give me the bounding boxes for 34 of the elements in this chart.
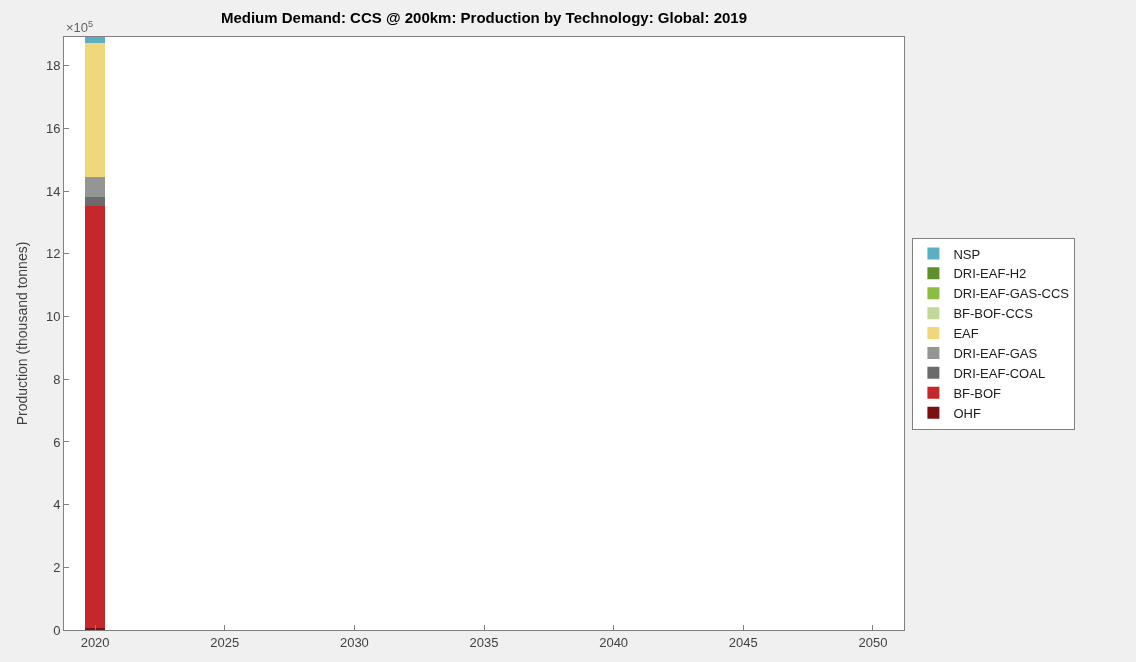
- y-tick-label: 8: [53, 371, 61, 387]
- bar: [84, 176, 106, 197]
- y-tick-label: 4: [53, 497, 61, 513]
- bar: [84, 37, 106, 43]
- x-tick-label: 2040: [599, 634, 629, 650]
- legend-label: OHF: [953, 405, 981, 421]
- y-tick-label: 10: [45, 309, 61, 325]
- y-tick-label: 18: [45, 58, 61, 74]
- bar: [84, 196, 106, 206]
- legend-label: BF-BOF: [953, 385, 1002, 401]
- chart-title: Medium Demand: CCS @ 200km: Production by Technology: Global: 2019: [220, 9, 748, 27]
- legend-label: EAF: [953, 326, 979, 342]
- y-tick-label: 14: [45, 183, 61, 199]
- x-tick-label: 2025: [210, 634, 240, 650]
- legend-label: DRI-EAF-COAL: [953, 365, 1046, 381]
- text: ×10$^{5}$: [66, 19, 94, 36]
- x-tick-label: 2030: [339, 634, 369, 650]
- y-tick-label: 2: [53, 559, 61, 575]
- legend-label: BF-BOF-CCS: [953, 306, 1034, 322]
- bar: [84, 205, 106, 629]
- x-tick-label: 2020: [80, 634, 110, 650]
- legend-label: DRI-EAF-GAS: [953, 346, 1038, 362]
- y-tick-label: 0: [53, 622, 61, 638]
- y-tick-label: 6: [53, 434, 61, 450]
- y-tick-label: 16: [45, 121, 61, 137]
- y-tick-label: 12: [45, 246, 61, 262]
- x-tick-label: 2045: [728, 634, 758, 650]
- legend-label: NSP: [953, 246, 981, 262]
- x-tick-label: 2050: [858, 634, 888, 650]
- y-axis-title: Production (thousand tonnes): [13, 241, 30, 426]
- bar: [84, 42, 106, 177]
- x-tick-label: 2035: [469, 634, 499, 650]
- legend-label: DRI-EAF-GAS-CCS: [953, 286, 1070, 302]
- legend-label: DRI-EAF-H2: [953, 266, 1027, 282]
